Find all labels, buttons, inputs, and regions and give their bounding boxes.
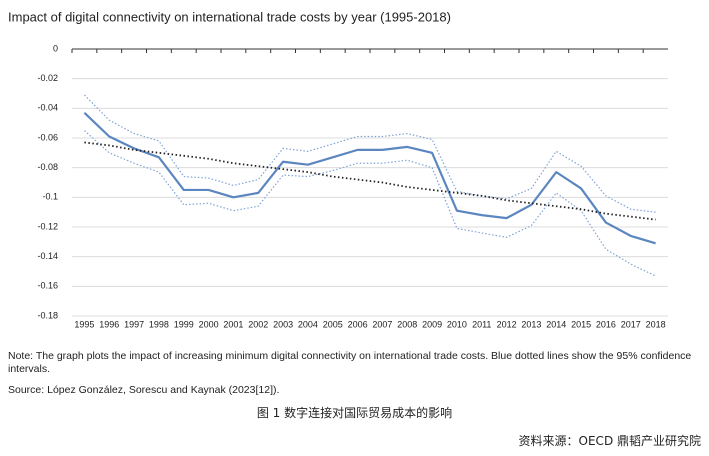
x-tick-label: 2004	[298, 319, 318, 329]
note: Note: The graph plots the impact of incr…	[8, 350, 692, 375]
x-tick-label: 2014	[546, 319, 566, 329]
caption: 图 1 数字连接对国际贸易成本的影响	[256, 406, 453, 420]
x-tick-label: 2007	[372, 319, 392, 329]
x-tick-label: 2002	[248, 319, 268, 329]
series-line	[83, 94, 656, 213]
y-tick-label: 0	[53, 43, 58, 53]
x-tick-label: 2017	[621, 319, 641, 329]
chart: Impact of digital connectivity on intern…	[8, 9, 668, 329]
x-tick-label: 2016	[596, 319, 616, 329]
series-line	[84, 141, 656, 221]
x-tick-label: 2006	[348, 319, 368, 329]
x-tick-label: 2013	[521, 319, 541, 329]
x-tick-label: 1996	[99, 319, 119, 329]
x-tick-label: 2015	[571, 319, 591, 329]
credit: 资料来源：OECD 鼎韬产业研究院	[518, 434, 701, 448]
source: Source: López González, Sorescu and Kayn…	[8, 384, 280, 396]
x-tick-label: 2009	[422, 319, 442, 329]
y-tick-label: -0.16	[37, 281, 58, 291]
x-tick-label: 1998	[149, 319, 169, 329]
x-tick-label: 1995	[74, 319, 94, 329]
x-tick-label: 2000	[199, 319, 219, 329]
y-tick-label: -0.12	[37, 221, 58, 231]
x-tick-label: 1999	[174, 319, 194, 329]
x-tick-label: 2011	[472, 319, 491, 329]
series-line	[83, 111, 656, 245]
x-tick-label: 1997	[124, 319, 144, 329]
y-tick-label: -0.02	[37, 73, 58, 83]
series-line	[84, 130, 656, 277]
x-tick-label: 2012	[497, 319, 517, 329]
chart-title: Impact of digital connectivity on intern…	[8, 9, 451, 24]
x-tick-label: 2001	[223, 319, 243, 329]
y-tick-label: -0.1	[42, 192, 58, 202]
y-tick-label: -0.06	[37, 132, 58, 142]
y-tick-label: -0.04	[37, 103, 58, 113]
y-tick-label: -0.14	[37, 251, 58, 261]
y-tick-label: -0.18	[37, 310, 58, 320]
x-tick-label: 2010	[447, 319, 467, 329]
x-tick-label: 2003	[273, 319, 293, 329]
x-tick-label: 2018	[646, 319, 666, 329]
x-tick-label: 2008	[397, 319, 417, 329]
x-tick-label: 2005	[323, 319, 343, 329]
y-tick-label: -0.08	[37, 162, 58, 172]
